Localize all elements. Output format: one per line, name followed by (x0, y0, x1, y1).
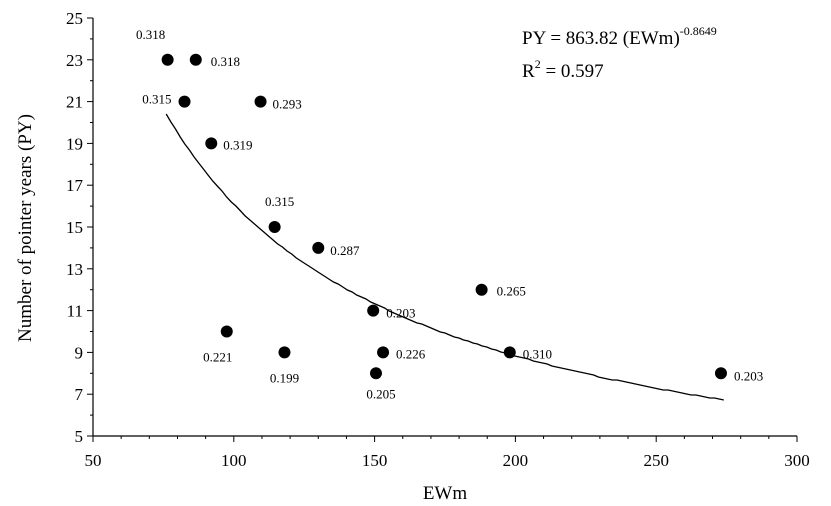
data-point (475, 283, 488, 296)
data-label: 0.205 (366, 386, 395, 401)
data-label: 0.287 (330, 243, 360, 258)
x-axis-title: EWm (423, 483, 468, 504)
data-label: 0.319 (223, 137, 252, 152)
fit-equation-text: PY = 863.82 (EWm) (522, 28, 680, 49)
data-label: 0.199 (270, 370, 299, 385)
x-tick-label: 300 (784, 451, 810, 470)
data-label: 0.293 (273, 97, 302, 112)
data-label: 0.318 (211, 54, 240, 69)
data-label: 0.318 (136, 27, 165, 42)
x-tick-label: 250 (643, 451, 669, 470)
data-label: 0.203 (386, 306, 415, 321)
y-tick-label: 25 (66, 9, 83, 28)
data-labels: 0.318 0.318 0.315 0.293 0.319 0.315 0.287 0.265… (136, 27, 763, 401)
data-point (178, 95, 191, 108)
r-squared-symbol: R (522, 61, 535, 82)
data-point (503, 346, 516, 359)
data-label: 0.315 (265, 194, 294, 209)
r-squared-value: = 0.597 (541, 61, 604, 82)
data-point (278, 346, 291, 359)
data-point (268, 221, 281, 233)
data-point (714, 367, 727, 380)
y-tick-label: 17 (66, 176, 84, 195)
r-squared-superscript: 2 (535, 57, 541, 71)
data-point (161, 53, 174, 66)
data-point (367, 304, 380, 317)
axes: 5 7 9 11 13 15 17 19 21 23 25 50 100 150 200 250 300 (66, 9, 810, 470)
data-point (377, 346, 390, 359)
data-label: 0.265 (497, 284, 526, 299)
data-point (189, 53, 202, 66)
y-tick-label: 15 (66, 218, 83, 237)
fit-equation-exponent: -0.8649 (680, 24, 717, 38)
x-tick-label: 200 (503, 451, 529, 470)
data-label: 0.203 (734, 368, 763, 383)
data-points (161, 53, 727, 380)
data-label: 0.315 (142, 92, 171, 107)
x-tick-label: 150 (362, 451, 388, 470)
y-tick-label: 21 (66, 93, 83, 112)
y-axis-title: Number of pointer years (PY) (15, 114, 36, 342)
x-tick-label: 100 (221, 451, 247, 470)
y-tick-label: 13 (66, 260, 83, 279)
data-point (254, 95, 267, 108)
data-point (205, 137, 218, 150)
fit-equation: PY = 863.82 (EWm)-0.8649 (522, 24, 717, 49)
data-point (312, 241, 325, 254)
y-tick-label: 5 (75, 427, 84, 446)
y-tick-label: 23 (66, 51, 83, 70)
data-point (220, 325, 233, 338)
r-squared: R2 = 0.597 (522, 57, 604, 82)
y-tick-label: 9 (75, 343, 84, 362)
fit-curve (165, 113, 724, 401)
y-tick-label: 19 (66, 134, 83, 153)
data-label: 0.221 (203, 350, 232, 365)
data-label: 0.226 (396, 346, 426, 361)
fit-curve-group (165, 113, 724, 401)
y-tick-label: 11 (67, 302, 83, 321)
data-point (370, 367, 383, 380)
x-tick-label: 50 (85, 451, 102, 470)
data-label: 0.310 (523, 346, 552, 361)
y-tick-label: 7 (75, 385, 84, 404)
